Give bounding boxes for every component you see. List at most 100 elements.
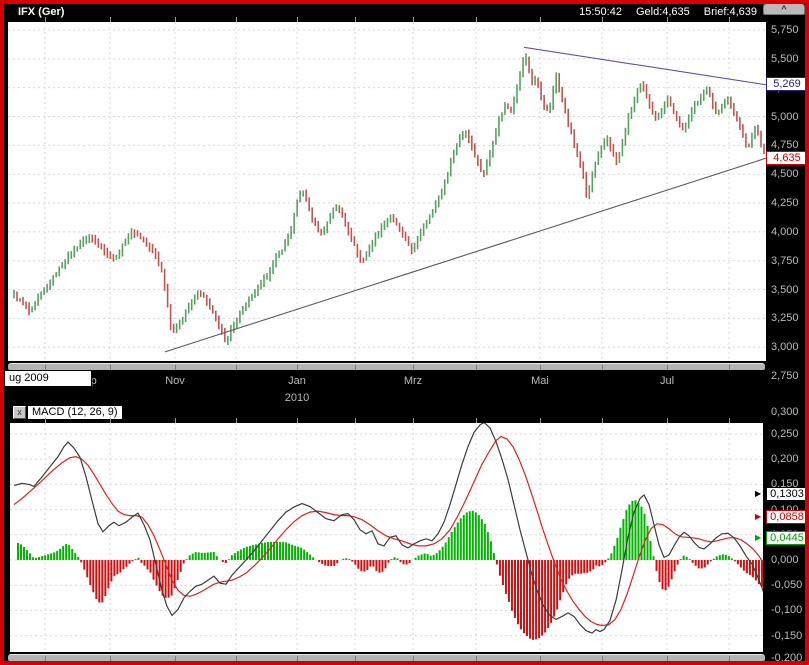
- month-tick: [355, 418, 356, 423]
- bid-value: Geld:4,635: [635, 6, 690, 18]
- scrollbar-tick: [540, 365, 541, 370]
- scrollbar-tick: [476, 365, 477, 370]
- chevron-up-icon: ^: [781, 4, 787, 14]
- marker-arrow-icon: ▶: [755, 489, 762, 498]
- scrollbar-tick: [476, 656, 477, 661]
- month-tick: [540, 17, 541, 22]
- macd-axis-label: -0,100: [771, 604, 803, 616]
- scrollbar-tick: [355, 365, 356, 370]
- macd-header: x MACD (12, 26, 9): [4, 402, 766, 423]
- marker-arrow-icon: ▶: [755, 533, 762, 542]
- month-tick: [175, 17, 176, 22]
- scrollbar-tick: [413, 656, 414, 661]
- macd-axis-label: 0,250: [771, 428, 799, 440]
- quote-info: 15:50:42 Geld:4,635 Brief:4,639: [565, 6, 757, 18]
- ask-value: Brief:4,639: [703, 6, 757, 18]
- month-tick: [297, 17, 298, 22]
- scrollbar-tick: [355, 656, 356, 661]
- macd-title: MACD (12, 26, 9): [27, 405, 123, 420]
- month-tick: [476, 17, 477, 22]
- price-axis-label: 4,250: [771, 197, 799, 209]
- scrollbar-tick: [413, 365, 414, 370]
- month-tick: [729, 418, 730, 423]
- scrollbar-tick: [45, 656, 46, 661]
- date-tooltip: ug 2009: [4, 370, 92, 387]
- month-label: Nov: [165, 375, 185, 387]
- scrollbar-tick: [175, 365, 176, 370]
- price-chart-svg: [8, 22, 766, 361]
- clock: 15:50:42: [579, 6, 622, 18]
- macd-axis-label: -0,200: [771, 652, 803, 664]
- scrollbar-tick: [110, 365, 111, 370]
- price-axis-label: 5,750: [771, 24, 799, 36]
- price-axis-label: 4,750: [771, 139, 799, 151]
- price-x-axis: SepNovJanMrzMaiJul 2010 ug 2009: [4, 370, 766, 406]
- month-label: Jan: [288, 375, 306, 387]
- last-price-box: 4,635: [766, 151, 805, 165]
- scrollbar-tick: [236, 365, 237, 370]
- month-tick: [729, 17, 730, 22]
- macd-plot[interactable]: [10, 423, 763, 652]
- scrollbar-tick: [729, 365, 730, 370]
- macd-axis-label: -0,050: [771, 579, 803, 591]
- scrollbar-tick: [729, 656, 730, 661]
- month-label: Mai: [531, 375, 549, 387]
- month-tick: [45, 17, 46, 22]
- price-axis-label: 3,000: [771, 341, 799, 353]
- year-label: 2010: [284, 392, 310, 404]
- price-plot[interactable]: [8, 22, 766, 361]
- scrollbar-tick: [602, 365, 603, 370]
- month-tick: [413, 418, 414, 423]
- month-tick: [540, 418, 541, 423]
- month-label: Mrz: [403, 375, 423, 387]
- month-tick: [45, 418, 46, 423]
- trendline-value-box: 5,269: [766, 77, 805, 91]
- collapse-button[interactable]: ^: [763, 4, 805, 15]
- price-axis-label: 5,000: [771, 111, 799, 123]
- macd-chart-svg: [10, 423, 763, 652]
- price-axis-label: 2,750: [771, 370, 799, 382]
- scrollbar-tick: [297, 365, 298, 370]
- scrollbar-tick: [667, 656, 668, 661]
- scrollbar-tick: [540, 656, 541, 661]
- macd-axis-label: 0,300: [771, 406, 799, 418]
- scrollbar-tick: [602, 656, 603, 661]
- titlebar: IFX (Ger) 15:50:42 Geld:4,635 Brief:4,639 …: [4, 4, 805, 22]
- scrollbar-tick: [45, 365, 46, 370]
- month-tick: [602, 418, 603, 423]
- macd-value-box: 0,1303: [766, 487, 805, 501]
- scrollbar-tick: [667, 365, 668, 370]
- macd-axis-label: 0,200: [771, 453, 799, 465]
- month-tick: [355, 17, 356, 22]
- month-tick: [236, 17, 237, 22]
- month-label: Jul: [659, 375, 675, 387]
- signal-value-box: 0,0858: [766, 510, 805, 524]
- month-tick: [175, 418, 176, 423]
- price-axis-label: 3,500: [771, 284, 799, 296]
- macd-axis-label: -0,150: [771, 630, 803, 642]
- symbol-title: IFX (Ger): [18, 6, 65, 18]
- scrollbar-tick: [297, 656, 298, 661]
- histogram-value-box: 0,0445: [766, 531, 805, 545]
- scrollbar-tick: [236, 656, 237, 661]
- price-axis-label: 4,500: [771, 168, 799, 180]
- month-tick: [413, 17, 414, 22]
- month-tick: [236, 418, 237, 423]
- scrollbar-tick: [175, 656, 176, 661]
- month-tick: [667, 17, 668, 22]
- month-tick: [110, 17, 111, 22]
- price-axis-label: 4,000: [771, 226, 799, 238]
- macd-scrollbar[interactable]: [8, 654, 765, 661]
- month-tick: [667, 418, 668, 423]
- month-tick: [297, 418, 298, 423]
- close-icon[interactable]: x: [13, 406, 26, 419]
- price-axis-label: 3,750: [771, 255, 799, 267]
- macd-axis-label: 0,000: [771, 554, 799, 566]
- scrollbar-tick: [110, 656, 111, 661]
- month-tick: [476, 418, 477, 423]
- marker-arrow-icon: ▶: [755, 512, 762, 521]
- month-tick: [110, 418, 111, 423]
- price-axis-label: 5,500: [771, 53, 799, 65]
- price-axis-label: 3,250: [771, 312, 799, 324]
